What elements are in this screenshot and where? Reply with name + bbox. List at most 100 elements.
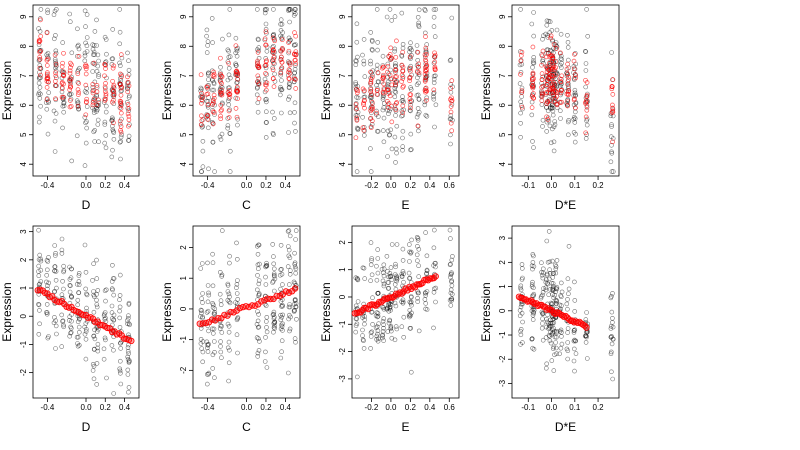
red-point xyxy=(389,119,395,125)
black-point xyxy=(448,236,453,241)
black-point xyxy=(431,7,437,12)
red-point xyxy=(564,66,570,72)
black-point xyxy=(543,335,549,340)
black-point xyxy=(294,316,299,322)
black-point xyxy=(94,304,100,310)
black-point xyxy=(407,259,412,264)
black-point xyxy=(368,346,373,351)
black-point xyxy=(270,65,276,71)
black-point xyxy=(353,84,359,90)
red-point xyxy=(554,94,560,99)
black-point xyxy=(117,60,122,66)
red-point xyxy=(291,76,297,82)
black-point xyxy=(286,312,292,318)
x-tick-label: 0.2 xyxy=(405,403,417,412)
black-point xyxy=(381,139,387,145)
black-point xyxy=(111,347,116,353)
y-tick-label: 2 xyxy=(179,245,188,250)
y-tick-label: 7 xyxy=(498,73,507,78)
black-point xyxy=(226,299,232,304)
black-point xyxy=(285,244,291,249)
black-point xyxy=(52,315,57,320)
black-point xyxy=(82,115,88,120)
x-tick-label: 0.1 xyxy=(569,181,581,190)
black-point xyxy=(75,302,80,308)
black-point xyxy=(408,369,414,375)
black-point xyxy=(530,279,535,285)
black-point xyxy=(393,286,399,292)
black-point xyxy=(126,67,132,73)
black-point xyxy=(200,349,206,355)
black-point xyxy=(558,56,564,61)
black-point xyxy=(550,283,556,289)
black-point xyxy=(235,316,240,321)
black-point xyxy=(117,293,123,298)
black-point xyxy=(227,131,233,136)
black-point xyxy=(424,267,430,273)
black-point xyxy=(212,375,217,381)
black-point xyxy=(36,331,42,337)
black-point xyxy=(200,359,205,365)
black-point xyxy=(279,21,285,27)
black-point xyxy=(278,110,284,116)
red-point xyxy=(369,100,375,105)
black-point xyxy=(414,252,420,258)
black-point xyxy=(126,385,132,390)
red-point xyxy=(393,80,398,85)
black-point xyxy=(44,267,50,273)
black-point xyxy=(414,235,420,240)
black-point xyxy=(548,140,554,146)
y-tick-label: 6 xyxy=(498,102,507,107)
red-point xyxy=(44,58,50,63)
black-point xyxy=(368,334,374,339)
black-point xyxy=(118,139,123,144)
black-point xyxy=(550,271,556,276)
black-point xyxy=(118,272,123,278)
black-point xyxy=(254,92,260,98)
y-tick-label: 1 xyxy=(19,285,28,290)
red-point xyxy=(271,57,276,62)
red-point xyxy=(271,48,276,53)
black-point xyxy=(369,329,375,335)
black-point xyxy=(399,324,405,330)
black-point xyxy=(271,314,277,320)
black-point xyxy=(44,279,49,285)
black-point xyxy=(392,14,398,19)
black-point xyxy=(565,119,571,125)
black-point xyxy=(393,160,398,165)
black-point xyxy=(545,281,551,287)
black-point xyxy=(292,336,298,341)
black-point xyxy=(209,16,215,21)
black-point xyxy=(82,163,88,168)
black-point xyxy=(293,339,298,345)
red-point xyxy=(126,123,131,129)
black-point xyxy=(424,307,430,312)
black-point xyxy=(263,263,269,269)
red-point xyxy=(583,130,589,136)
black-point xyxy=(401,279,406,285)
black-point xyxy=(381,262,387,268)
red-point xyxy=(362,105,367,111)
black-point xyxy=(354,39,360,45)
black-point xyxy=(407,49,412,55)
black-point xyxy=(354,374,360,380)
black-point xyxy=(360,115,365,120)
black-point xyxy=(353,62,359,67)
y-tick-label: 0 xyxy=(19,313,28,318)
black-point xyxy=(82,8,88,14)
y-tick-label: 8 xyxy=(338,44,347,49)
black-point xyxy=(76,273,82,278)
black-point xyxy=(406,242,412,247)
black-point xyxy=(539,272,545,278)
black-point xyxy=(530,260,536,265)
black-point xyxy=(278,84,283,90)
black-point xyxy=(447,262,453,268)
black-point xyxy=(424,42,430,47)
black-point xyxy=(399,98,405,104)
black-point xyxy=(83,329,89,334)
black-point xyxy=(84,291,89,297)
black-point xyxy=(416,96,422,102)
red-point xyxy=(44,71,50,77)
